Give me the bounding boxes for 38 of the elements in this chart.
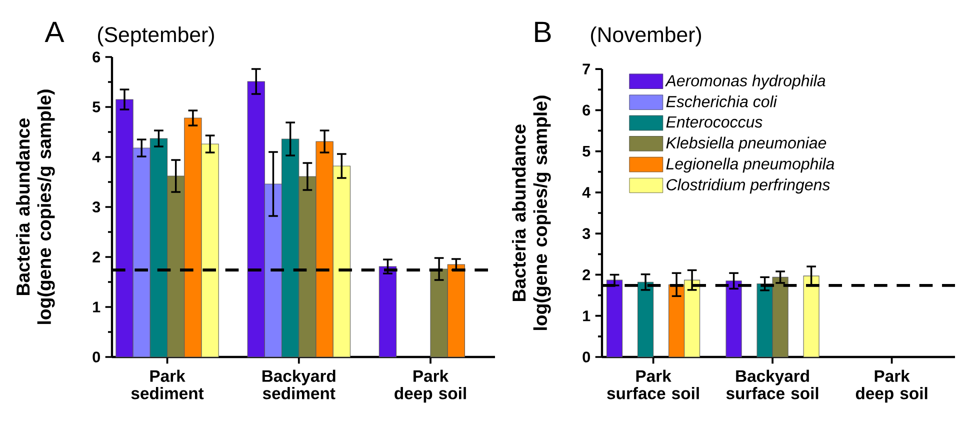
y-tick-label: 3	[92, 202, 100, 212]
y-tick-label: 3	[582, 228, 590, 240]
legend-label: Enterococcus	[666, 116, 762, 128]
y-tick-label: 0	[582, 352, 590, 362]
legend-label: Aeromonas hydrophila	[664, 74, 826, 90]
x-tick-label: Park surface soil	[607, 370, 699, 400]
x-tick-label: Backyard surface soil	[726, 370, 818, 400]
y-tick-label: 7	[582, 64, 590, 74]
y-tick-label: 2	[92, 252, 100, 262]
y-tick-label: 4	[582, 187, 591, 198]
chart-title: A	[44, 22, 64, 42]
legend-label: Escherichia coli	[666, 96, 778, 108]
y-tick-label: 0	[92, 352, 100, 362]
x-tick-label: Park sediment	[131, 370, 204, 400]
y-tick-label: 5	[582, 146, 590, 157]
y-tick-label: 5	[92, 102, 100, 112]
y-tick-label: 2	[582, 269, 590, 280]
bar	[606, 280, 623, 358]
x-tick-label: Backyard sediment	[262, 370, 336, 400]
chart-subtitle: (November)	[591, 26, 701, 46]
legend-label: Legionella pneumophila	[666, 158, 834, 173]
chart-subtitle: (September)	[98, 26, 214, 46]
legend-label: Clostridium perfringens	[666, 178, 830, 194]
chart-title: B	[535, 22, 551, 42]
bar	[726, 280, 742, 358]
y-tick-label: 1	[583, 310, 590, 322]
bar	[803, 276, 820, 358]
y-tick-label: 6	[92, 52, 100, 62]
y-axis-title: Bacteria abundance log(gene copies/g sample)	[16, 90, 55, 324]
y-axis-title: Bacteria abundance log(gene copies/g sample)	[512, 96, 551, 330]
x-tick-label: Park deep soil	[394, 370, 466, 403]
y-tick-label: 4	[92, 152, 101, 162]
y-tick-label: 6	[582, 104, 590, 116]
legend-label: Klebsiella pneumoniae	[666, 136, 826, 152]
x-tick-label: Park deep soil	[856, 370, 928, 403]
bar	[378, 266, 397, 358]
y-tick-label: 1	[93, 302, 100, 312]
bar	[638, 282, 654, 358]
